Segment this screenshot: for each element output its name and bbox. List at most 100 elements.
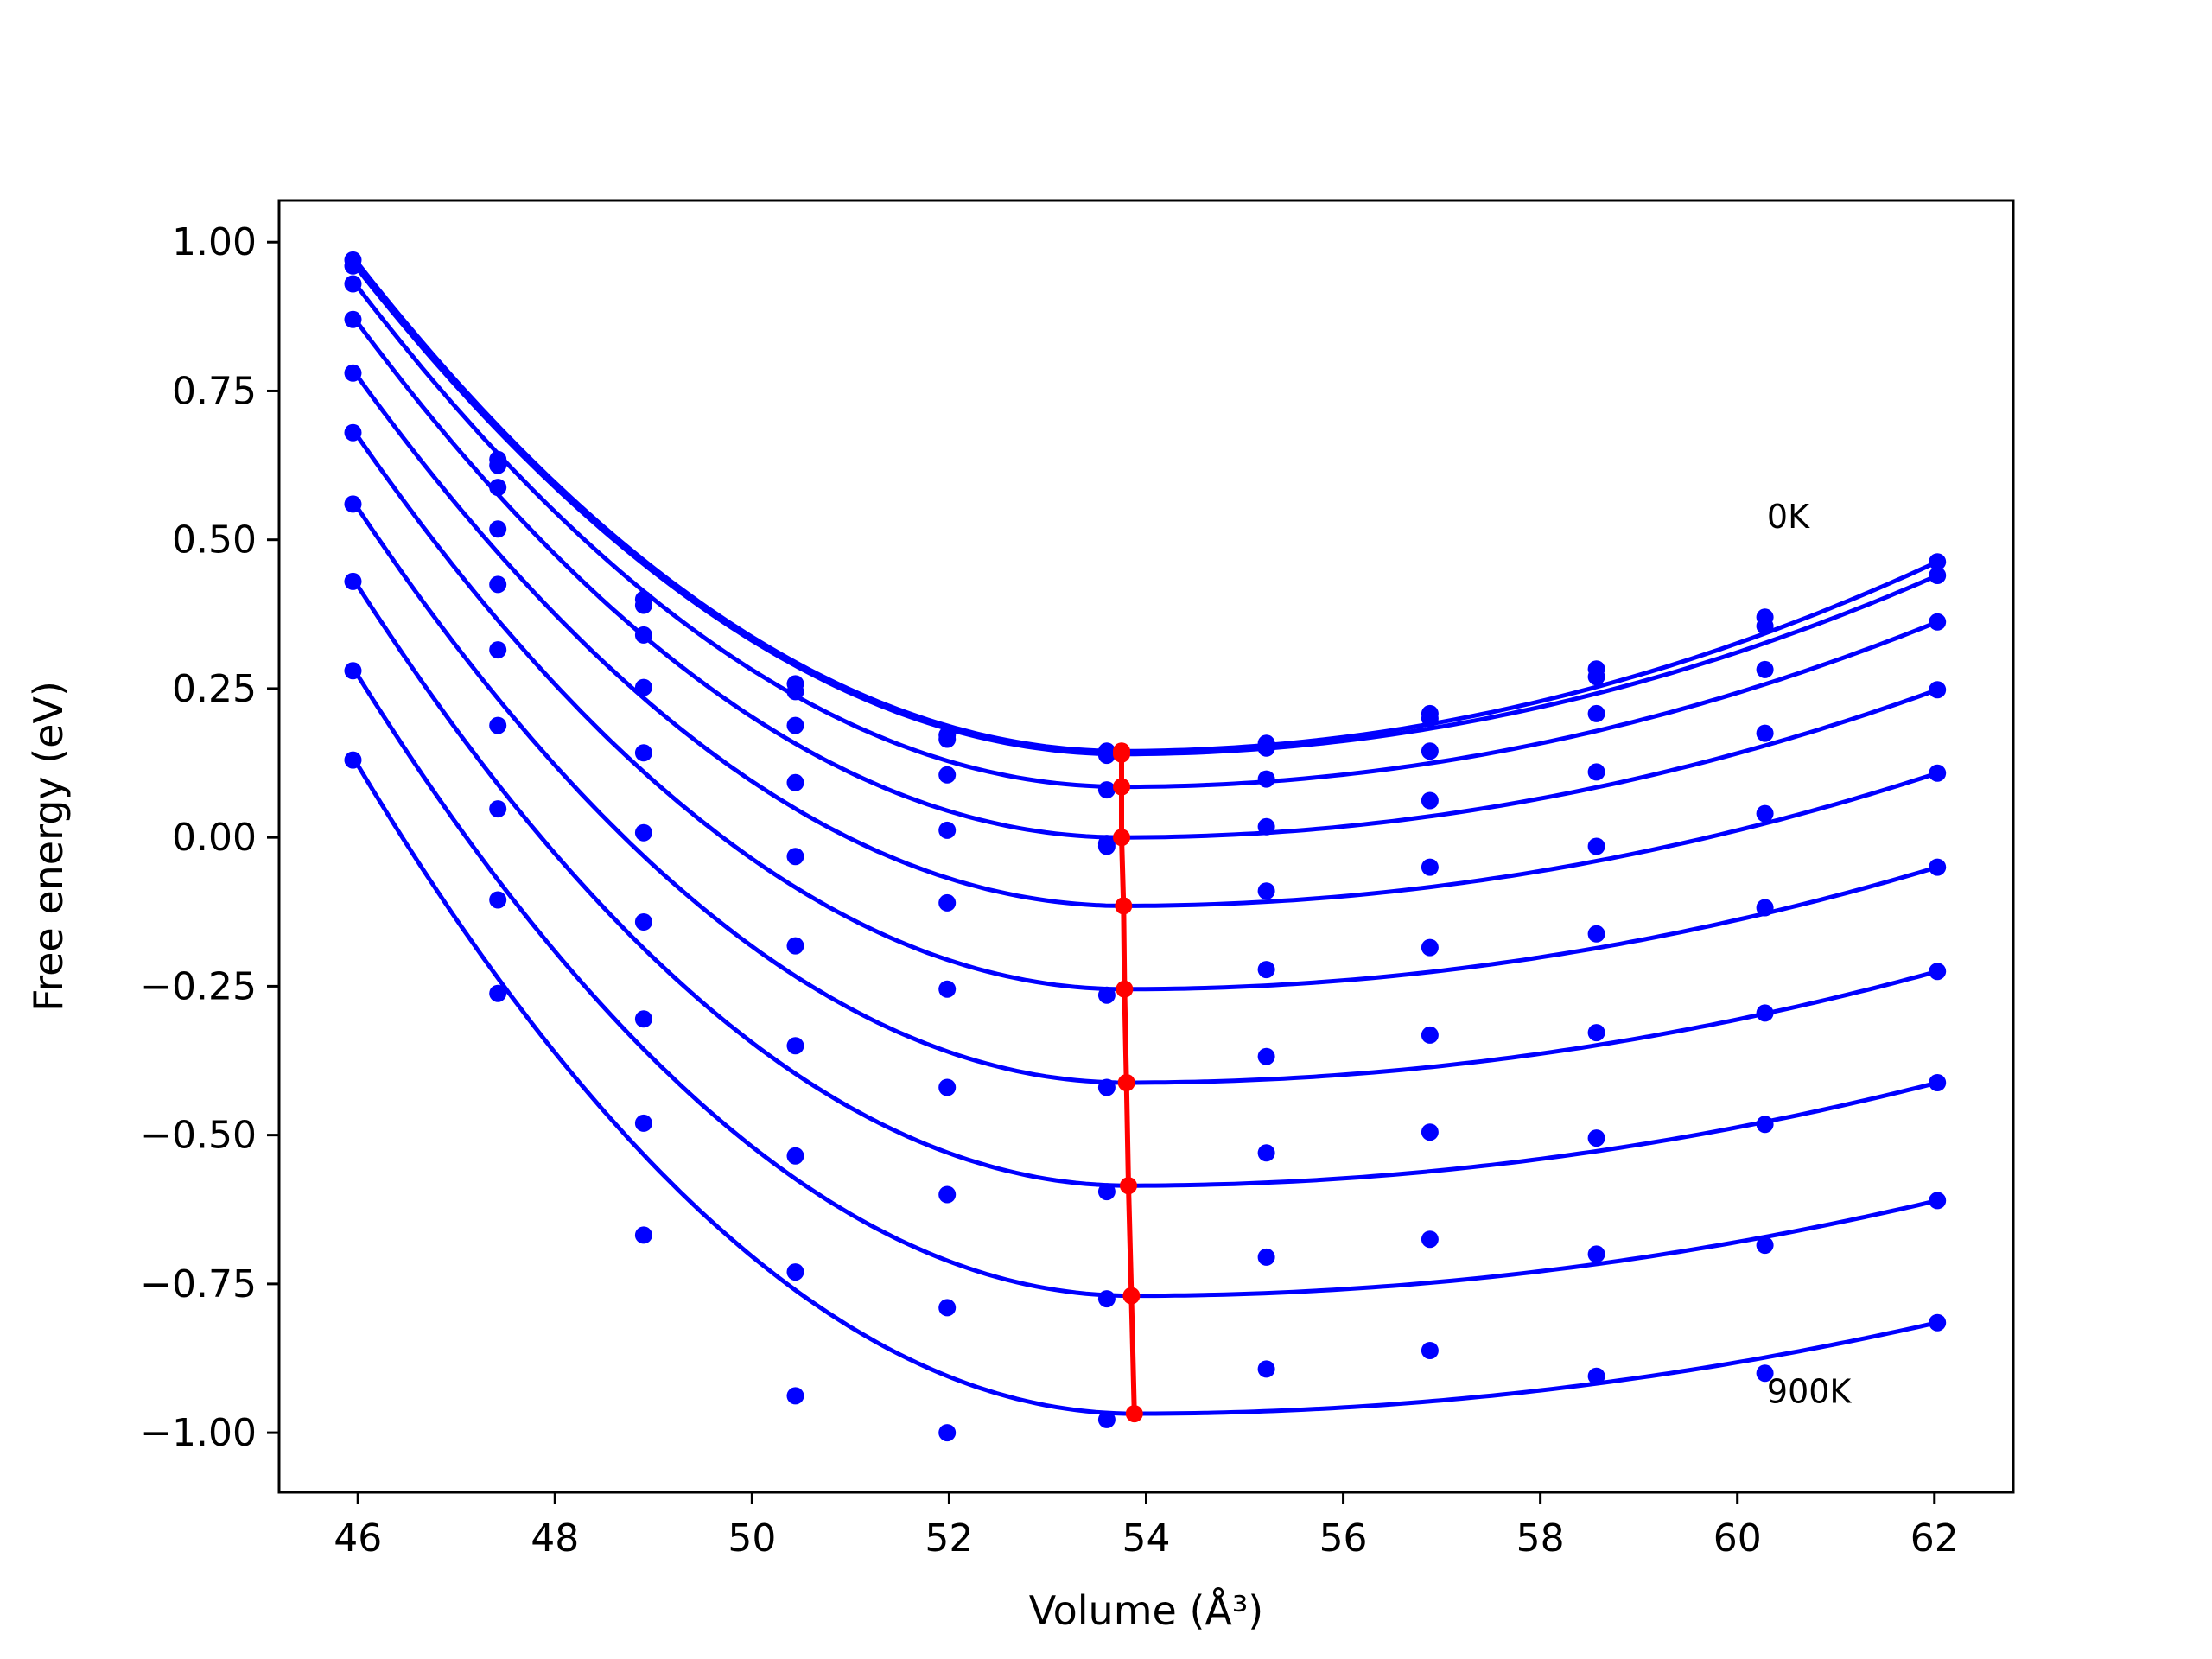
data-point-3-6 bbox=[1257, 817, 1275, 836]
data-point-5-8 bbox=[1587, 925, 1605, 943]
data-point-8-4 bbox=[938, 1299, 957, 1317]
data-point-3-4 bbox=[938, 821, 957, 839]
data-point-7-8 bbox=[1587, 1129, 1605, 1147]
fit-curve-3 bbox=[351, 315, 1939, 840]
minimum-point-3 bbox=[1113, 829, 1130, 847]
fit-curve-7 bbox=[351, 577, 1938, 1188]
data-point-9-9 bbox=[1756, 1364, 1774, 1382]
data-point-2-10 bbox=[1929, 613, 1947, 631]
data-point-6-4 bbox=[938, 1078, 957, 1096]
y-tick-label-6: −0.50 bbox=[140, 1114, 257, 1158]
fit-curve-8 bbox=[351, 666, 1938, 1299]
annotations: 0K 900K bbox=[1767, 498, 1853, 1411]
data-point-4-5 bbox=[1097, 837, 1116, 855]
fit-curve-5 bbox=[351, 428, 1938, 992]
data-point-5-5 bbox=[1097, 986, 1116, 1004]
data-point-4-10 bbox=[1929, 764, 1947, 782]
minimum-point-5 bbox=[1116, 980, 1134, 998]
data-point-6-1 bbox=[489, 716, 507, 734]
data-point-5-6 bbox=[1257, 961, 1275, 979]
data-point-9-10 bbox=[1929, 1313, 1947, 1332]
data-point-8-5 bbox=[1097, 1290, 1116, 1308]
data-point-9-7 bbox=[1421, 1342, 1439, 1359]
data-point-6-2 bbox=[634, 913, 652, 931]
data-point-3-3 bbox=[786, 773, 804, 791]
data-point-1-9 bbox=[1756, 617, 1774, 635]
data-point-4-4 bbox=[938, 893, 957, 912]
data-point-3-0 bbox=[344, 310, 362, 328]
data-point-5-2 bbox=[634, 823, 652, 842]
annotation-0: 0K bbox=[1767, 498, 1810, 536]
data-point-2-6 bbox=[1257, 770, 1275, 788]
fit-curve-6 bbox=[351, 499, 1938, 1085]
data-point-5-10 bbox=[1929, 858, 1947, 876]
data-point-4-2 bbox=[634, 744, 652, 762]
data-point-7-10 bbox=[1929, 1074, 1947, 1091]
data-point-6-7 bbox=[1421, 1026, 1439, 1044]
data-point-3-9 bbox=[1756, 724, 1774, 742]
data-point-5-7 bbox=[1421, 938, 1439, 957]
data-point-2-3 bbox=[786, 716, 804, 734]
data-point-8-3 bbox=[786, 1263, 804, 1281]
data-point-3-1 bbox=[489, 520, 507, 538]
y-tick-label-1: 0.75 bbox=[172, 369, 257, 413]
fit-curve-9 bbox=[351, 755, 1938, 1416]
y-axis: 1.00 0.75 0.50 0.25 0.00 −0.25 −0.50 −0.75 −1.00 bbox=[140, 220, 279, 1455]
data-point-6-5 bbox=[1097, 1078, 1116, 1096]
data-point-8-10 bbox=[1929, 1192, 1947, 1210]
data-point-1-10 bbox=[1929, 567, 1947, 584]
x-tick-label-56: 56 bbox=[1319, 1516, 1368, 1560]
minimum-point-8 bbox=[1122, 1287, 1141, 1305]
data-point-7-5 bbox=[1097, 1183, 1116, 1201]
data-point-7-2 bbox=[634, 1010, 652, 1028]
data-point-4-6 bbox=[1257, 882, 1275, 900]
data-point-2-1 bbox=[489, 479, 507, 497]
y-tick-label-0: 1.00 bbox=[172, 220, 257, 264]
data-point-3-10 bbox=[1929, 681, 1947, 699]
minimum-point-6 bbox=[1117, 1074, 1135, 1091]
data-point-7-4 bbox=[938, 1185, 957, 1204]
x-tick-label-52: 52 bbox=[925, 1516, 973, 1560]
x-axis-label: Volume (Å³) bbox=[1029, 1587, 1264, 1634]
minimum-point-9 bbox=[1125, 1405, 1143, 1423]
x-tick-label-60: 60 bbox=[1713, 1516, 1762, 1560]
data-point-4-0 bbox=[344, 364, 362, 382]
data-point-6-8 bbox=[1587, 1024, 1605, 1042]
minimum-point-7 bbox=[1120, 1177, 1137, 1195]
data-point-8-8 bbox=[1587, 1245, 1605, 1263]
data-point-3-2 bbox=[634, 678, 652, 696]
data-point-2-2 bbox=[634, 626, 652, 644]
plot-marks bbox=[344, 251, 1947, 1442]
data-point-2-7 bbox=[1421, 742, 1439, 760]
data-point-9-4 bbox=[938, 1424, 957, 1442]
data-point-8-9 bbox=[1756, 1236, 1774, 1255]
data-point-1-1 bbox=[489, 456, 507, 474]
data-point-8-1 bbox=[489, 891, 507, 909]
data-point-9-3 bbox=[786, 1387, 804, 1405]
data-point-9-8 bbox=[1587, 1367, 1605, 1385]
y-tick-label-2: 0.50 bbox=[172, 518, 257, 563]
data-point-8-6 bbox=[1257, 1248, 1275, 1266]
data-point-7-6 bbox=[1257, 1144, 1275, 1162]
data-point-5-0 bbox=[344, 423, 362, 442]
data-point-6-10 bbox=[1929, 963, 1947, 981]
data-point-2-4 bbox=[938, 766, 957, 784]
data-point-1-4 bbox=[938, 730, 957, 748]
x-tick-label-48: 48 bbox=[531, 1516, 579, 1560]
data-point-1-0 bbox=[344, 257, 362, 275]
x-tick-label-62: 62 bbox=[1910, 1516, 1959, 1560]
fit-curve-0 bbox=[351, 255, 1939, 753]
data-point-9-0 bbox=[344, 751, 362, 769]
data-point-1-6 bbox=[1257, 739, 1275, 757]
data-point-8-0 bbox=[344, 662, 362, 680]
y-tick-label-3: 0.25 bbox=[172, 667, 257, 711]
data-point-4-8 bbox=[1587, 837, 1605, 855]
data-point-9-5 bbox=[1097, 1410, 1116, 1428]
data-point-3-8 bbox=[1587, 763, 1605, 781]
minimum-point-4 bbox=[1115, 897, 1133, 915]
data-point-9-6 bbox=[1257, 1360, 1275, 1378]
data-point-1-7 bbox=[1421, 709, 1439, 728]
minima-line bbox=[1119, 751, 1137, 1414]
data-point-4-3 bbox=[786, 848, 804, 866]
data-point-8-2 bbox=[634, 1114, 652, 1132]
